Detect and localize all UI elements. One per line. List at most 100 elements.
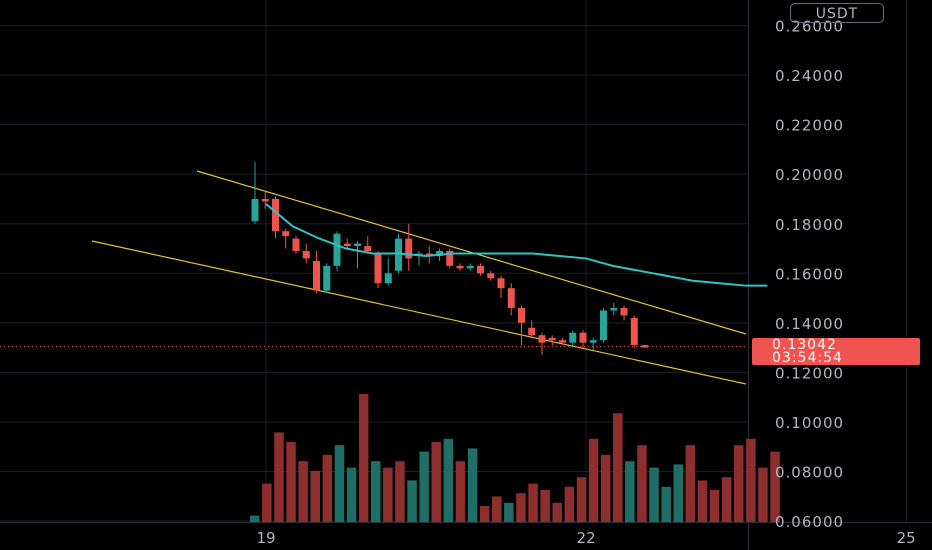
volume-bar <box>492 496 502 522</box>
time-axis: 19 22 25 <box>256 529 915 547</box>
y-tick-label: 0.22000 <box>775 117 844 135</box>
volume-bar <box>552 502 562 522</box>
candles <box>251 161 648 356</box>
volume-bar <box>709 490 720 522</box>
volume-bar <box>734 445 744 522</box>
volume-bar <box>637 445 647 522</box>
volume-bar <box>661 486 671 522</box>
volume-bar <box>286 442 296 522</box>
volume-bar <box>564 486 575 522</box>
candle-body <box>487 273 495 279</box>
last-price-label: 0.13042 <box>772 337 837 353</box>
volume-bar <box>334 445 345 522</box>
candle-body <box>610 307 618 311</box>
volume-bar <box>528 483 538 522</box>
volume-bar <box>600 454 611 522</box>
y-tick-label: 0.12000 <box>775 364 844 382</box>
candle-body <box>538 335 546 343</box>
volume-bar <box>250 515 260 522</box>
moving-average <box>265 203 768 287</box>
volume-bar <box>298 461 308 522</box>
candle-body <box>374 253 382 284</box>
volume-bar <box>310 470 320 522</box>
candle-body <box>313 260 320 291</box>
candle-body <box>333 233 341 266</box>
countdown-label: 03:54:54 <box>772 350 843 366</box>
volume-bar <box>613 413 623 522</box>
volume-bar <box>371 461 381 522</box>
candle-body <box>579 332 587 343</box>
candle-body <box>405 238 413 259</box>
candle-body <box>251 198 259 222</box>
candle-body <box>569 332 577 343</box>
candle-body <box>477 265 484 274</box>
candle-body <box>354 243 361 247</box>
y-tick-label: 0.10000 <box>775 414 844 432</box>
volume-bar <box>431 442 441 522</box>
candle-body <box>518 307 525 323</box>
candle-body <box>384 273 392 284</box>
volume-bar <box>540 490 550 522</box>
volume-bar <box>419 451 429 522</box>
candle-body <box>343 243 351 247</box>
candle-body <box>282 231 290 237</box>
volume-bar <box>455 461 466 522</box>
candle-body <box>559 340 566 343</box>
volume-bar <box>516 493 526 522</box>
volume-bar <box>479 506 490 522</box>
candle-body <box>548 337 556 341</box>
volume-bar <box>504 502 514 522</box>
candle-body <box>323 265 331 291</box>
last-price-tag: 0.13042 03:54:54 <box>752 338 920 365</box>
candle-body <box>446 251 454 266</box>
volume-bar <box>673 464 683 522</box>
y-tick-label: 0.08000 <box>775 463 844 481</box>
candle-body <box>641 345 648 348</box>
volume-bar <box>274 432 284 522</box>
volume-bar <box>649 467 659 522</box>
y-tick-label: 0.14000 <box>775 315 844 333</box>
volume-bar <box>746 438 756 522</box>
x-tick-label: 19 <box>256 529 275 547</box>
candle-body <box>436 251 443 256</box>
volume-bar <box>443 438 454 522</box>
candle-body <box>272 198 279 232</box>
candle-body <box>395 238 402 271</box>
candle-body <box>466 265 474 269</box>
candle-body <box>620 307 628 316</box>
lower-trendline <box>91 240 747 385</box>
y-tick-label: 0.06000 <box>775 513 844 531</box>
currency-badge[interactable]: USDT <box>790 3 884 23</box>
volume-bar <box>358 394 369 522</box>
volume-bar <box>262 483 272 522</box>
candle-body <box>261 198 269 202</box>
volume-bar <box>685 445 696 522</box>
y-tick-label: 0.20000 <box>775 166 844 184</box>
x-tick-label: 22 <box>577 529 596 547</box>
volume-bar <box>383 467 393 522</box>
candle-body <box>630 317 638 346</box>
volume-bar <box>758 467 768 522</box>
trend-channel <box>0 170 748 385</box>
volume-bar <box>697 480 708 522</box>
volume-bar <box>407 480 417 522</box>
price-axis: 0.260000.240000.220000.200000.180000.160… <box>775 18 844 531</box>
candle-body <box>589 340 597 343</box>
y-tick-label: 0.18000 <box>775 216 844 234</box>
volume-bar <box>467 448 478 522</box>
volume-bar <box>576 477 587 522</box>
y-tick-label: 0.24000 <box>775 67 844 85</box>
candle-body <box>507 288 515 308</box>
x-tick-label: 25 <box>897 529 916 547</box>
volume-bar <box>625 461 635 522</box>
y-tick-label: 0.16000 <box>775 265 844 283</box>
volume-bar <box>322 454 333 522</box>
volume-bar <box>588 438 599 522</box>
candle-body <box>497 278 505 289</box>
ma-line <box>265 203 768 287</box>
candle-body <box>528 327 536 336</box>
candle-body <box>292 238 300 252</box>
volume-bar <box>721 477 732 522</box>
volume-bar <box>395 461 405 522</box>
